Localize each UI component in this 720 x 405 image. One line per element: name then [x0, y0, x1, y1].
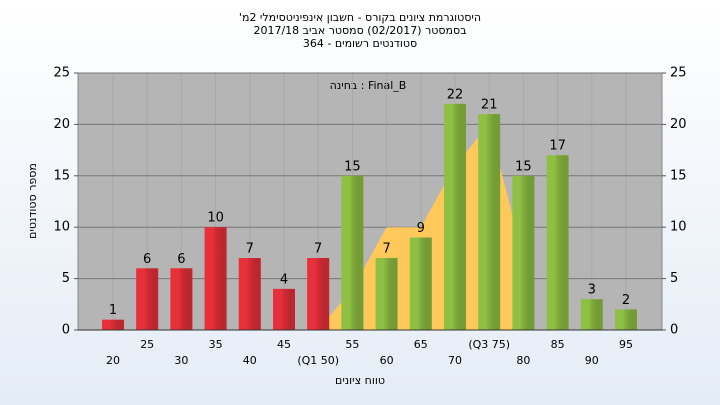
x-tick-label: 40 [243, 354, 257, 367]
y2-tick-label: 15 [670, 168, 687, 183]
value-label: 3 [588, 283, 596, 298]
bar-shade [341, 175, 364, 330]
bar-shade [478, 114, 501, 331]
bar-shade [615, 309, 637, 330]
bar-shade [170, 268, 193, 330]
x-tick-label: (Q1 50) [297, 354, 339, 367]
value-label: 6 [143, 252, 151, 267]
y-tick-label: 25 [53, 66, 70, 81]
value-label: 6 [177, 252, 185, 267]
bar-shade [273, 288, 295, 330]
x-tick-label: 90 [585, 354, 599, 367]
y-tick-label: 5 [62, 271, 70, 286]
value-label: 9 [417, 221, 425, 236]
x-tick-label: (Q3 75) [468, 338, 510, 351]
x-tick-label: 85 [551, 338, 565, 351]
annotation: בחינה : Final_B [330, 79, 407, 92]
x-tick-label: 55 [345, 338, 359, 351]
bar-shade [204, 227, 227, 330]
x-tick-label: 70 [448, 354, 462, 367]
x-axis-label: טווח ציונים [335, 374, 385, 387]
value-label: 7 [314, 242, 322, 257]
value-label: 2 [622, 293, 630, 308]
value-label: 4 [280, 272, 288, 287]
bar-shade [375, 258, 398, 330]
x-tick-label: 65 [414, 338, 428, 351]
value-label: 7 [246, 242, 254, 257]
y-tick-label: 10 [53, 220, 70, 235]
x-tick-label: 20 [106, 354, 120, 367]
value-label: 15 [344, 159, 361, 174]
bar-shade [409, 237, 432, 330]
bar-shade [238, 258, 261, 330]
bar-shade [136, 268, 159, 330]
value-label: 1 [109, 303, 117, 318]
y-tick-label: 20 [53, 117, 70, 132]
y2-tick-label: 10 [670, 220, 687, 235]
title-line: סטודנטים רשומים - 364 [303, 37, 417, 50]
area [318, 124, 524, 331]
y-tick-label: 15 [53, 168, 70, 183]
y2-tick-label: 20 [670, 117, 687, 132]
bar-shade [102, 319, 124, 330]
x-tick-label: 45 [277, 338, 291, 351]
x-tick-label: 60 [380, 354, 394, 367]
y2-tick-label: 5 [670, 271, 678, 286]
x-tick-label: 25 [140, 338, 154, 351]
value-label: 21 [481, 98, 498, 113]
bar-shade [580, 299, 603, 330]
x-tick-label: 95 [619, 338, 633, 351]
x-tick-label: 35 [209, 338, 223, 351]
value-label: 17 [549, 139, 566, 154]
title-line: 'היסטוגרמת ציונים בקורס - חשבון אינפיניט… [239, 11, 481, 24]
x-tick-label: 30 [174, 354, 188, 367]
y2-tick-label: 0 [670, 323, 678, 338]
x-tick-label: 80 [516, 354, 530, 367]
y2-tick-label: 25 [670, 66, 687, 81]
bar-shade [307, 258, 330, 330]
bar-shade [546, 155, 569, 330]
bar-shade [444, 103, 466, 330]
y-tick-label: 0 [62, 323, 70, 338]
value-label: 22 [447, 87, 464, 102]
value-label: 7 [382, 242, 390, 257]
y-axis-label: מספר סטודנטים [26, 163, 39, 239]
bar-shade [512, 175, 535, 330]
value-label: 10 [207, 211, 224, 226]
title-line: בסמסטר (02/2017) סמסטר אביב 2017/18 [253, 24, 466, 37]
value-label: 15 [515, 159, 532, 174]
